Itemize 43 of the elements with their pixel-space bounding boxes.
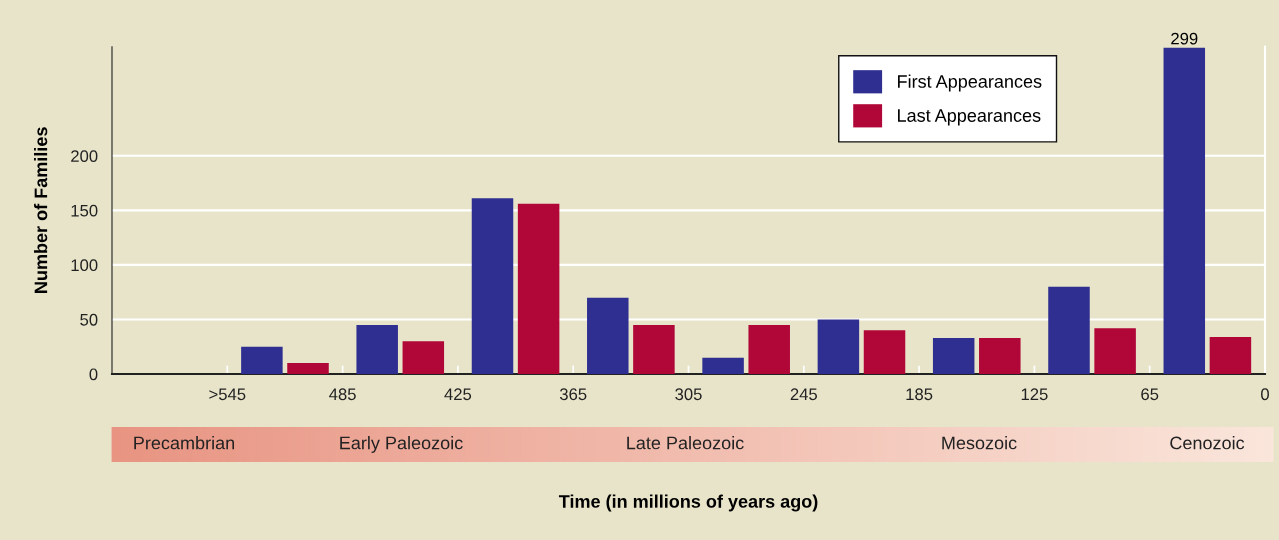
y-tick-label: 0 xyxy=(89,368,98,381)
text: 425 xyxy=(444,388,472,401)
bar xyxy=(1048,286,1090,374)
text: Precambrian xyxy=(134,436,235,450)
bar xyxy=(356,324,398,374)
y-axis-title: Number of Families xyxy=(34,127,48,293)
text: 485 xyxy=(329,388,356,401)
legend-label: First Appearances xyxy=(898,74,1042,92)
text: 245 xyxy=(790,388,818,401)
text: 125 xyxy=(1021,388,1048,401)
bar xyxy=(241,346,283,374)
bar xyxy=(402,341,445,374)
bar xyxy=(1163,47,1206,374)
text: 305 xyxy=(675,388,702,401)
text: 185 xyxy=(906,388,933,401)
text: 0 xyxy=(1261,388,1269,401)
bar xyxy=(817,319,860,374)
text: Mesozoic xyxy=(942,436,1017,450)
bar xyxy=(587,297,629,374)
bar xyxy=(748,324,790,374)
bar xyxy=(1094,328,1136,374)
bar xyxy=(863,330,906,374)
bar xyxy=(1209,336,1252,374)
text: 365 xyxy=(559,388,587,401)
bar xyxy=(979,338,1021,374)
text: Cenozoic xyxy=(1170,436,1245,450)
text: 65 xyxy=(1141,388,1159,401)
text: Time (in millions of years ago) xyxy=(558,494,818,512)
y-tick-label: 200 xyxy=(71,150,98,162)
y-tick-label: 100 xyxy=(71,259,98,272)
text: Late Paleozoic xyxy=(627,436,744,450)
y-tick-label: 150 xyxy=(71,204,98,217)
bar xyxy=(702,357,744,374)
legend-label: Last Appearances xyxy=(898,109,1041,126)
bar xyxy=(517,203,560,374)
text: Early Paleozoic xyxy=(340,436,463,453)
bar xyxy=(932,338,975,374)
data-label: 299 xyxy=(1171,32,1198,45)
bar xyxy=(633,324,675,374)
y-tick-label: 50 xyxy=(80,313,98,326)
bar xyxy=(471,198,514,374)
text: >545 xyxy=(209,388,246,401)
bar xyxy=(287,363,329,374)
